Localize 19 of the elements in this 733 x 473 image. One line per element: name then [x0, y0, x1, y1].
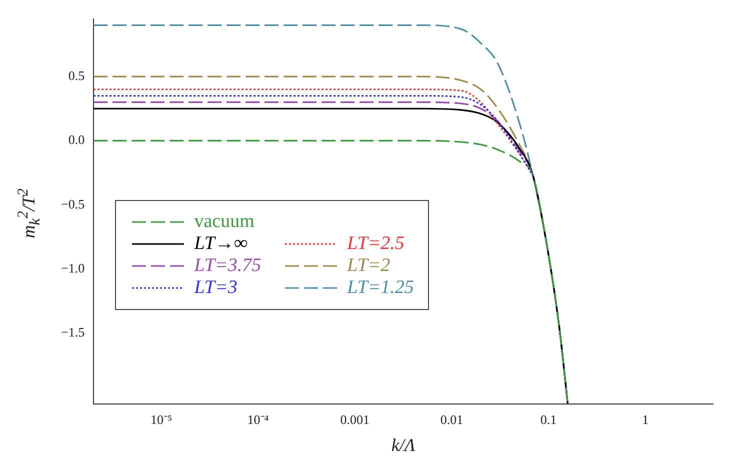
x-axis-title: k/Λ	[391, 434, 416, 455]
legend-label: LT=3	[194, 276, 238, 299]
x-tick-label: 0.001	[340, 412, 370, 428]
x-tick-label: 10⁻⁴	[247, 412, 270, 428]
y-tick-label: −1.0	[60, 260, 85, 276]
x-tick-label: 10⁻⁵	[150, 412, 172, 428]
legend-label: LT=3.75	[194, 254, 262, 277]
x-tick-label: 0.01	[440, 412, 464, 428]
legend-label: LT=2	[347, 254, 390, 277]
y-tick-label: −1.5	[60, 324, 85, 340]
y-tick-label: 0.0	[68, 132, 85, 148]
legend-label: LT=1.25	[347, 276, 414, 299]
legend-label: vacuum	[194, 210, 254, 233]
legend-label: LT→∞	[194, 232, 248, 255]
x-tick-label: 0.1	[540, 412, 557, 428]
y-tick-label: 0.5	[68, 68, 85, 83]
x-tick-label: 1	[642, 412, 649, 428]
y-tick-label: −0.5	[60, 196, 85, 212]
legend-label: LT=2.5	[347, 232, 404, 255]
